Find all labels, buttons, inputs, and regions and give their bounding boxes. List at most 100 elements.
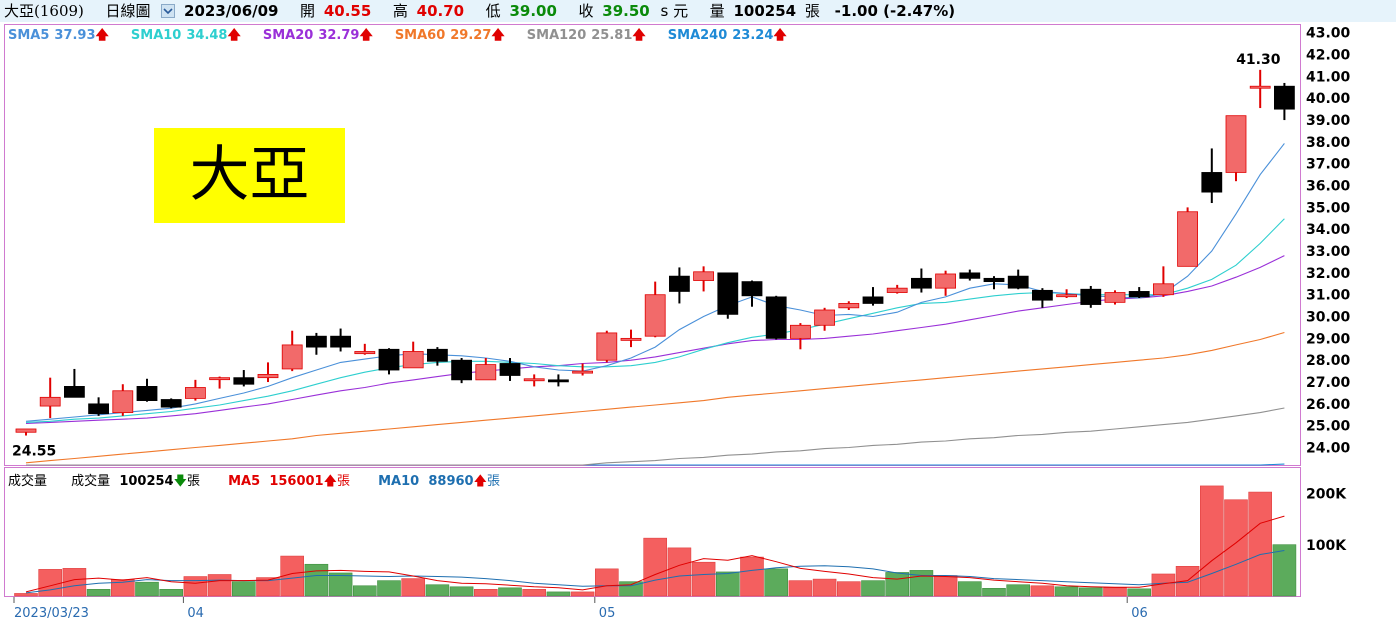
legend-label: SMA60 xyxy=(394,28,446,43)
price-tick-label: 28.00 xyxy=(1306,353,1351,369)
legend-label: SMA10 xyxy=(130,28,182,43)
volume-bar xyxy=(183,576,208,597)
price-panel-frame xyxy=(4,24,1301,466)
close-value: 39.50 xyxy=(602,2,650,20)
volume-bar xyxy=(498,587,522,597)
arrow-up-icon: 🡅 xyxy=(359,28,373,43)
candle-body xyxy=(475,364,497,381)
legend-label: SMA240 xyxy=(667,28,728,43)
quote-header: 大亞(1609) 日線圖 2023/06/09 開 40.55 高 40.70 … xyxy=(0,0,1396,22)
sma20-line xyxy=(25,255,1285,425)
volume-bar xyxy=(304,563,329,597)
volume-bar xyxy=(861,580,885,597)
low-price-annotation: 24.55 xyxy=(12,444,56,460)
volume-bar xyxy=(401,578,426,597)
x-tick-label: 06 xyxy=(1131,606,1148,621)
candle-body xyxy=(281,344,303,370)
volume-bar xyxy=(1030,585,1055,597)
arrow-up-icon: 🡅 xyxy=(95,28,109,43)
high-value: 40.70 xyxy=(416,2,465,20)
candle-body xyxy=(669,275,690,292)
price-tick-label: 41.00 xyxy=(1306,69,1351,85)
volume-bar xyxy=(691,561,716,597)
candle-body xyxy=(499,363,521,376)
high-label: 高 xyxy=(392,2,408,20)
candle-body xyxy=(1104,292,1126,303)
price-tick-label: 31.00 xyxy=(1306,288,1351,304)
volume-panel-frame xyxy=(4,467,1301,597)
sma240-legend-item: SMA240 23.24🡅 xyxy=(668,26,787,48)
legend-value: 37.93 xyxy=(54,28,96,43)
price-tick-label: 37.00 xyxy=(1306,157,1351,173)
volume-bar xyxy=(1079,587,1103,597)
candle-body xyxy=(572,370,593,374)
candle-body xyxy=(862,296,884,304)
candle-body xyxy=(983,277,1005,283)
sma20-legend-item: SMA20 32.79🡅 xyxy=(263,26,373,48)
ma5-legend-value: 156001 xyxy=(269,474,324,489)
candle-body xyxy=(548,379,569,383)
candle-body xyxy=(1201,172,1223,193)
volume-bar xyxy=(1054,586,1079,597)
price-tick-label: 39.00 xyxy=(1306,113,1351,129)
currency-label: s 元 xyxy=(660,2,689,20)
price-tick-label: 43.00 xyxy=(1306,26,1351,42)
candle-body xyxy=(136,386,158,401)
volume-unit: 張 xyxy=(804,2,820,20)
chevron-down-icon xyxy=(161,4,176,18)
chart-view-label: 日線圖 xyxy=(105,2,151,20)
price-tick-label: 36.00 xyxy=(1306,179,1351,195)
price-tick-label: 40.00 xyxy=(1306,91,1351,107)
volume-bar xyxy=(1175,566,1200,597)
candle-body xyxy=(911,277,932,289)
price-tick-label: 26.00 xyxy=(1306,397,1351,413)
candle-body xyxy=(838,303,860,309)
price-tick-label: 27.00 xyxy=(1306,375,1351,391)
volume-bar xyxy=(982,588,1006,597)
candle-body xyxy=(402,351,424,369)
candle-body xyxy=(233,377,255,385)
sma60-legend-item: SMA60 29.27🡅 xyxy=(395,26,505,48)
candle-body xyxy=(1056,294,1077,298)
volume-bar xyxy=(1006,584,1031,597)
volume-bar xyxy=(836,581,861,597)
sma120-line xyxy=(26,407,1285,466)
candle-body xyxy=(1274,85,1295,110)
ma10-legend-value: 88960 xyxy=(428,474,474,489)
volume-bar xyxy=(328,572,353,597)
candle-body xyxy=(378,348,400,371)
price-tick-label: 38.00 xyxy=(1306,135,1351,151)
price-tick-label: 30.00 xyxy=(1306,310,1351,326)
candle-body xyxy=(523,378,545,382)
open-label: 開 xyxy=(300,2,316,20)
volume-bar xyxy=(1127,588,1151,597)
volume-legend-value: 100254 xyxy=(119,474,174,489)
volume-bar xyxy=(159,589,183,597)
arrow-up-icon: 🡅 xyxy=(227,28,241,43)
candle-body xyxy=(39,396,61,407)
volume-bar xyxy=(1200,485,1224,597)
volume-bar xyxy=(232,581,256,597)
volume-bar xyxy=(38,569,63,597)
volume-bar xyxy=(280,555,305,597)
candle-body xyxy=(1080,288,1102,305)
arrow-up-icon: 🡅 xyxy=(491,28,505,43)
candle-body xyxy=(426,348,448,362)
volume-bar xyxy=(570,591,595,597)
volume-legend: 成交量 成交量 100254🡇張 MA5 156001🡅張 MA10 88960… xyxy=(8,470,500,494)
candle-body xyxy=(790,324,811,339)
candle-body xyxy=(620,337,642,341)
legend-value: 25.81 xyxy=(591,28,633,43)
candle-body xyxy=(886,287,908,293)
ma10-legend-label: MA10 xyxy=(378,474,420,489)
volume-tick-label: 100K xyxy=(1306,538,1347,554)
legend-value: 29.27 xyxy=(450,28,492,43)
x-tick-label: 04 xyxy=(187,606,204,621)
view-dropdown-button[interactable] xyxy=(161,0,176,24)
close-label: 收 xyxy=(578,2,594,20)
volume-bar xyxy=(1272,544,1297,597)
candle-body xyxy=(88,403,109,415)
candle-body xyxy=(717,272,739,315)
volume-bar xyxy=(86,589,111,597)
